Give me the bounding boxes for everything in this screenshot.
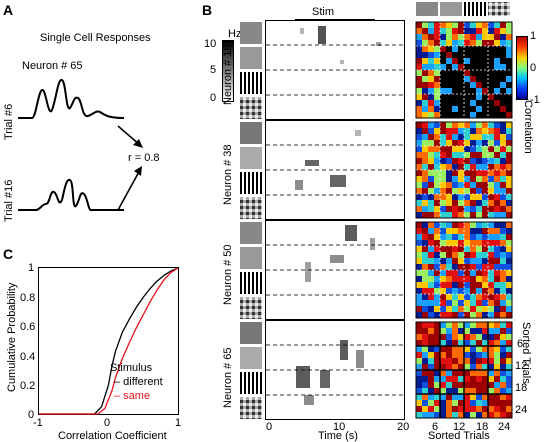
stimulus-thumbnails — [240, 22, 262, 419]
sorted-x-label: Sorted Trials — [428, 430, 490, 442]
corr-tick: 1 — [530, 30, 537, 42]
correlation-matrix — [415, 21, 513, 119]
sorted-y-tick: 24 — [515, 404, 528, 416]
cdf-ytick: 0.6 — [20, 321, 36, 333]
sorted-x-tick: 6 — [432, 421, 439, 433]
sorted-y-tick: 18 — [515, 382, 528, 394]
corr-tick: -1 — [530, 94, 540, 106]
stim-label: Stim — [312, 6, 334, 18]
cdf-ytick: 0.4 — [20, 351, 36, 363]
firing-rate-colorbar — [222, 40, 234, 102]
cdf-xtick: 0 — [104, 417, 111, 429]
colorbar-tick: 10 — [204, 38, 217, 50]
sorted-y-tick: 6 — [517, 338, 524, 350]
cdf-xtick: 1 — [175, 417, 182, 429]
correlation-matrix — [415, 121, 513, 219]
legend-different: – different — [114, 376, 163, 388]
thumbs-top — [416, 2, 510, 16]
panel-a-letter: A — [3, 2, 14, 18]
trial-bottom-trace — [18, 178, 124, 212]
colorbar-unit: Hz — [228, 28, 242, 40]
time-tick: 20 — [397, 421, 410, 433]
r-label: r = 0.8 — [128, 152, 160, 164]
panel-a-title: Single Cell Responses — [40, 32, 151, 44]
cdf-xtick: -1 — [33, 417, 43, 429]
cdf-ytick: 0 — [28, 409, 35, 421]
sorted-x-tick: 18 — [476, 421, 489, 433]
sorted-y-tick: 12 — [515, 360, 528, 372]
correlation-matrix — [415, 321, 513, 419]
legend-title: Stimulus — [110, 362, 153, 374]
panel-b-letter: B — [202, 2, 213, 18]
cdf-series-line-1 — [39, 267, 179, 415]
cdf-ylabel: Cumulative Probability — [6, 282, 18, 392]
trial-top-trace — [18, 78, 125, 119]
correlation-matrix — [415, 221, 513, 319]
correlation-colorbar — [516, 36, 528, 100]
cdf-xlabel: Correlation Coefficient — [58, 430, 167, 442]
time-tick: 10 — [333, 421, 346, 433]
neuron-label: Neuron # 65 — [22, 60, 83, 72]
cdf-ytick: 0.8 — [20, 292, 36, 304]
cdf-ytick: 1 — [28, 262, 35, 274]
panel-c-letter: C — [3, 246, 14, 262]
colorbar-tick: 5 — [210, 64, 217, 76]
sorted-x-tick: 24 — [498, 421, 511, 433]
legend-same: – same — [114, 390, 151, 402]
colorbar-tick: 0 — [210, 92, 217, 104]
cdf-ytick: 0.2 — [20, 380, 36, 392]
time-tick: 0 — [266, 421, 273, 433]
sorted-x-tick: 12 — [453, 421, 466, 433]
cdf-series-line-0 — [39, 267, 179, 415]
time-axis-label: Time (s) — [318, 430, 358, 442]
corr-tick: 0 — [530, 62, 537, 74]
